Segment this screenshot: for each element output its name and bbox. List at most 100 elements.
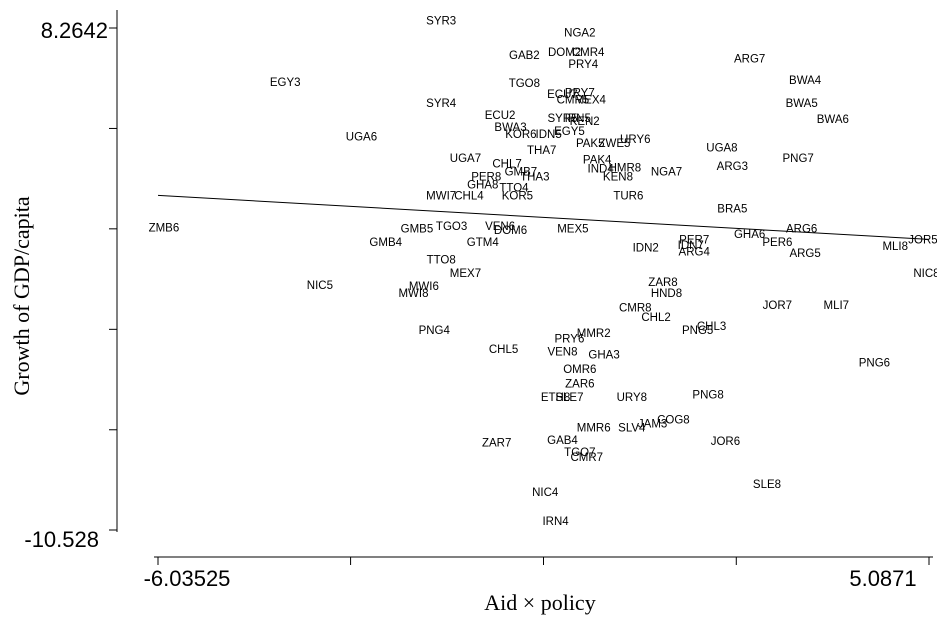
- point-label-syr4: SYR4: [426, 98, 457, 110]
- point-label-gab2: GAB2: [509, 50, 540, 62]
- point-label-tgo7: TGO7: [564, 447, 595, 459]
- x-tick-label-right: 5.0871: [849, 566, 916, 591]
- point-label-gmb4: GMB4: [369, 237, 402, 249]
- point-label-chl2: CHL2: [641, 312, 670, 324]
- point-label-per8: PER8: [471, 172, 501, 184]
- point-label-gha3: GHA3: [588, 349, 619, 361]
- point-label-mmr6: MMR6: [577, 423, 611, 435]
- point-label-png4: PNG4: [419, 325, 451, 337]
- point-label-pry4: PRY4: [568, 59, 598, 71]
- point-label-ken8: KEN8: [603, 172, 633, 184]
- point-label-pry6: PRY6: [555, 333, 585, 345]
- point-label-eth8: ETH8: [541, 392, 570, 404]
- y-tick-label-bottom: -10.528: [24, 527, 99, 552]
- point-label-egy5: EGY5: [554, 126, 585, 138]
- point-label-arg3: ARG3: [717, 161, 748, 173]
- point-label-per6: PER6: [762, 237, 792, 249]
- y-axis: [109, 10, 118, 532]
- point-label-sle8: SLE8: [753, 479, 781, 491]
- point-label-zar7: ZAR7: [482, 437, 511, 449]
- point-label-nic4: NIC4: [532, 487, 559, 499]
- point-label-png7: PNG7: [783, 153, 814, 165]
- point-label-jor7: JOR7: [763, 300, 792, 312]
- point-label-chl7: CHL7: [492, 158, 521, 170]
- point-label-jam3: JAM3: [638, 419, 667, 431]
- point-label-ven6: VEN6: [485, 221, 515, 233]
- point-label-bwa6: BWA6: [817, 114, 849, 126]
- point-label-jor6: JOR6: [711, 436, 740, 448]
- point-label-gmb7: GMB7: [505, 166, 538, 178]
- point-label-zar8: ZAR8: [648, 277, 677, 289]
- point-label-cog8: COG8: [657, 415, 690, 427]
- point-label-gtm4: GTM4: [467, 237, 500, 249]
- point-label-nic5: NIC5: [307, 280, 333, 292]
- point-label-ury6: URY6: [620, 134, 650, 146]
- point-label-tha7: THA7: [527, 145, 556, 157]
- point-label-tto4: TTO4: [499, 182, 529, 194]
- point-label-arg6: ARG6: [786, 224, 817, 236]
- point-label-gha8: GHA8: [467, 180, 498, 192]
- point-label-mwi6: MWI6: [409, 281, 439, 293]
- x-axis: [154, 556, 933, 565]
- point-label-chl4: CHL4: [454, 190, 484, 202]
- point-label-tha3: THA3: [520, 172, 549, 184]
- point-label-irn4: IRN4: [542, 516, 569, 528]
- point-label-cmr7: CMR7: [570, 452, 603, 464]
- point-label-bwa3: BWA3: [494, 122, 526, 134]
- point-label-arg7: ARG7: [734, 53, 765, 65]
- point-label-mwi8: MWI8: [398, 288, 428, 300]
- point-label-nic8: NIC8: [913, 268, 937, 280]
- point-label-syr5: SYR5: [547, 113, 577, 125]
- point-label-gha6: GHA6: [734, 229, 765, 241]
- point-label-png8: PNG8: [692, 389, 723, 401]
- point-label-slv4: SLV4: [618, 423, 646, 435]
- point-label-tto8: TTO8: [427, 254, 456, 266]
- point-label-hnd8: HND8: [651, 288, 682, 300]
- point-label-cmr8: CMR8: [619, 303, 652, 315]
- point-label-png5: PNG5: [682, 325, 713, 337]
- point-label-nga2: NGA2: [564, 28, 595, 40]
- point-label-cmr5: CMR5: [557, 95, 590, 107]
- point-label-arg5: ARG5: [789, 248, 820, 260]
- point-label-irn5: IRN5: [565, 113, 591, 125]
- x-tick-label-left: -6.03525: [144, 566, 231, 591]
- point-label-cmr4: CMR4: [572, 47, 605, 59]
- point-label-kor6: KOR6: [505, 129, 536, 141]
- point-label-gab4: GAB4: [547, 435, 578, 447]
- point-label-chl5: CHL5: [489, 344, 518, 356]
- point-label-uga7: UGA7: [450, 153, 481, 165]
- point-label-bwa4: BWA4: [789, 75, 822, 87]
- point-label-kor5: KOR5: [502, 190, 533, 202]
- point-label-tgo8: TGO8: [509, 78, 540, 90]
- point-label-syr3: SYR3: [426, 15, 456, 27]
- point-label-pak4: PAK4: [583, 154, 612, 166]
- point-label-gmb5: GMB5: [401, 224, 434, 236]
- fit-line: [157, 194, 930, 240]
- point-label-egy3: EGY3: [270, 77, 301, 89]
- point-label-idn5: IDN5: [536, 129, 562, 141]
- point-label-omr6: OMR6: [563, 364, 596, 376]
- point-label-mli8: MLI8: [882, 241, 908, 253]
- point-label-ken2: KEN2: [570, 116, 600, 128]
- point-label-arg4: ARG4: [679, 246, 711, 258]
- point-label-mli7: MLI7: [824, 300, 850, 312]
- point-label-mex7: MEX7: [450, 268, 481, 280]
- point-label-mmr2: MMR2: [577, 328, 611, 340]
- point-label-tgo3: TGO3: [436, 221, 467, 233]
- point-label-mex5: MEX5: [557, 224, 588, 236]
- point-label-chl3: CHL3: [697, 321, 726, 333]
- point-label-uga8: UGA8: [706, 142, 737, 154]
- point-label-pak5: PAK5: [576, 138, 605, 150]
- point-label-ven8: VEN8: [547, 347, 577, 359]
- point-label-idn7: IDN7: [678, 240, 704, 252]
- x-axis-title: Aid × policy: [484, 590, 595, 615]
- point-label-png6: PNG6: [859, 357, 890, 369]
- y-axis-title: Growth of GDP/capita: [9, 196, 34, 395]
- point-label-dom6: DOM6: [494, 225, 527, 237]
- point-label-hmr8: HMR8: [609, 162, 642, 174]
- point-label-ecu2: ECU2: [485, 110, 516, 122]
- point-label-zar6: ZAR6: [565, 379, 594, 391]
- point-label-ury8: URY8: [617, 392, 647, 404]
